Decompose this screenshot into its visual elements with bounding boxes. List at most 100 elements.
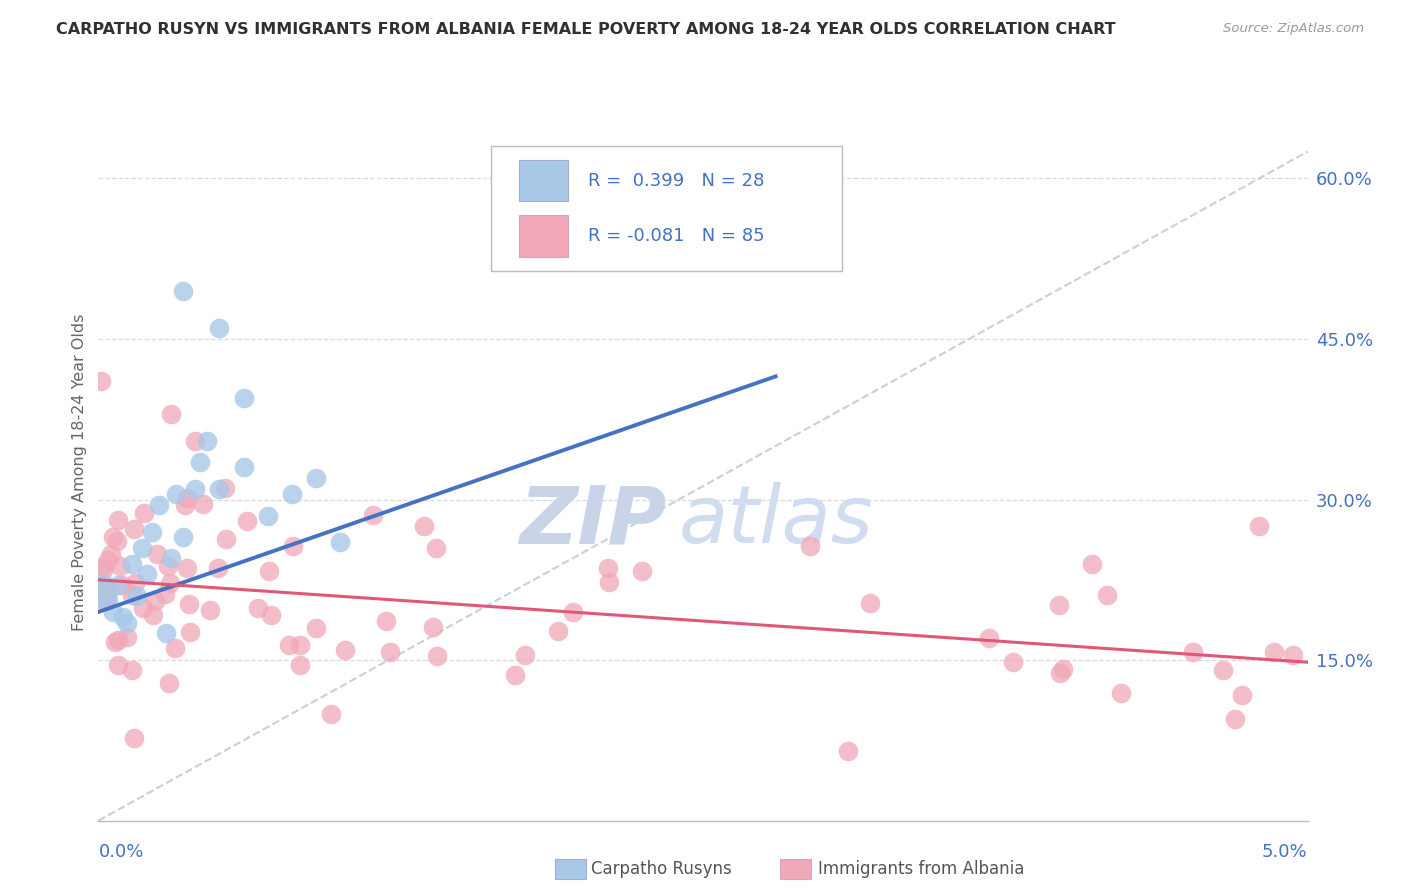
Point <box>232 460 254 475</box>
Point <box>277 638 299 652</box>
Point <box>1249 519 1271 533</box>
Point <box>91 583 114 598</box>
Point <box>107 632 129 647</box>
Point <box>195 434 218 448</box>
Text: Source: ZipAtlas.com: Source: ZipAtlas.com <box>1223 22 1364 36</box>
Point <box>159 576 181 591</box>
Point <box>179 625 201 640</box>
Point <box>799 539 821 553</box>
Point <box>174 498 197 512</box>
Point <box>1095 588 1118 602</box>
Point <box>184 434 207 448</box>
Point <box>335 643 357 657</box>
Point <box>378 645 401 659</box>
Point <box>176 491 198 505</box>
Point <box>122 731 145 746</box>
Point <box>208 321 231 335</box>
Text: atlas: atlas <box>679 483 873 560</box>
Point <box>1223 712 1246 726</box>
Point <box>329 535 352 549</box>
Point <box>236 515 259 529</box>
Point <box>107 578 129 592</box>
Point <box>859 596 882 610</box>
Point <box>90 583 112 598</box>
Point <box>503 668 526 682</box>
Point <box>97 553 120 567</box>
Point <box>117 630 139 644</box>
Point <box>413 519 436 533</box>
Text: Immigrants from Albania: Immigrants from Albania <box>818 860 1025 878</box>
Point <box>117 615 139 630</box>
Point <box>207 561 229 575</box>
Point <box>100 547 122 561</box>
Point <box>127 589 149 603</box>
Point <box>177 597 200 611</box>
Bar <box>519 215 568 257</box>
Point <box>1282 648 1305 662</box>
Point <box>159 676 181 690</box>
Point <box>198 603 221 617</box>
Point <box>305 471 328 485</box>
Point <box>547 624 569 639</box>
Point <box>319 707 342 722</box>
Point <box>172 284 194 298</box>
Point <box>104 635 127 649</box>
Point <box>247 600 270 615</box>
Point <box>215 532 238 546</box>
Text: 0.0%: 0.0% <box>98 843 143 861</box>
Point <box>426 649 449 664</box>
Point <box>513 648 536 663</box>
Point <box>157 558 180 573</box>
Point <box>562 605 585 619</box>
Point <box>97 594 120 608</box>
Point <box>256 508 278 523</box>
Point <box>111 610 134 624</box>
Point <box>90 375 112 389</box>
Point <box>107 513 129 527</box>
Point <box>425 541 447 555</box>
Point <box>148 498 170 512</box>
Point <box>121 587 143 601</box>
FancyBboxPatch shape <box>492 145 842 271</box>
Point <box>257 564 280 578</box>
Point <box>90 589 112 603</box>
Y-axis label: Female Poverty Among 18-24 Year Olds: Female Poverty Among 18-24 Year Olds <box>72 314 87 632</box>
Point <box>165 487 187 501</box>
Text: R = -0.081   N = 85: R = -0.081 N = 85 <box>588 227 765 245</box>
Point <box>1109 686 1132 700</box>
Point <box>1263 645 1285 659</box>
Point <box>631 564 654 578</box>
Point <box>361 508 384 523</box>
Text: Carpatho Rusyns: Carpatho Rusyns <box>591 860 731 878</box>
Point <box>1052 662 1074 676</box>
Text: ZIP: ZIP <box>519 483 666 560</box>
Point <box>163 640 186 655</box>
Point <box>141 524 163 539</box>
Point <box>90 560 112 574</box>
Point <box>1001 655 1024 669</box>
Point <box>193 497 215 511</box>
Point <box>131 541 153 555</box>
Point <box>108 559 131 574</box>
Text: R =  0.399   N = 28: R = 0.399 N = 28 <box>588 171 765 189</box>
Bar <box>519 160 568 202</box>
Point <box>121 663 143 677</box>
Point <box>107 657 129 672</box>
Point <box>172 530 194 544</box>
Point <box>91 563 114 577</box>
Point <box>101 605 124 619</box>
Point <box>304 621 326 635</box>
Point <box>94 588 117 602</box>
Point <box>1212 663 1234 677</box>
Point <box>143 593 166 607</box>
Point <box>122 522 145 536</box>
Point <box>131 600 153 615</box>
Point <box>422 620 444 634</box>
Point <box>260 607 283 622</box>
Point <box>132 507 155 521</box>
Point <box>155 626 177 640</box>
Point <box>124 576 146 591</box>
Point <box>105 534 128 549</box>
Point <box>837 744 859 758</box>
Point <box>188 455 211 469</box>
